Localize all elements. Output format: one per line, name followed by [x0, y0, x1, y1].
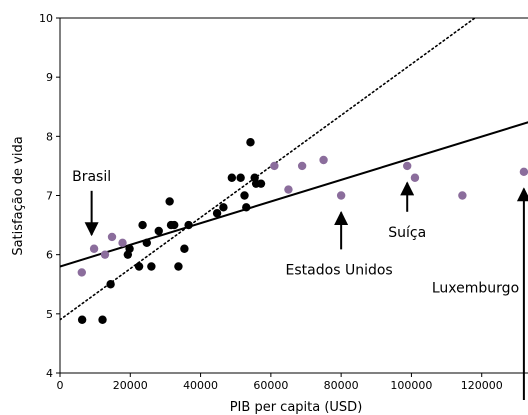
x-tick-label: 100000 [390, 379, 432, 392]
data-point-purple [77, 268, 86, 277]
x-tick-label: 120000 [461, 379, 503, 392]
trend-lines [60, 18, 528, 321]
data-point-black [98, 315, 107, 324]
data-point-black [184, 220, 193, 230]
data-point-black [180, 244, 189, 253]
data-point-black [212, 209, 222, 218]
y-tick-label: 8 [46, 130, 53, 143]
data-point-black [147, 262, 156, 271]
y-tick-label: 4 [46, 367, 53, 380]
data-point-purple [319, 155, 328, 165]
data-point-black [219, 203, 228, 212]
data-point-black [256, 179, 266, 188]
data-point-purple [458, 191, 467, 200]
data-point-black [170, 220, 179, 230]
data-point-purple [336, 191, 346, 200]
annotation-label: Estados Unidos [286, 262, 393, 278]
y-axis-label: Satisfação de vida [11, 136, 26, 255]
data-point-black [138, 220, 147, 230]
x-tick-label: 60000 [253, 379, 288, 392]
annotation-label: Brasil [72, 169, 111, 185]
y-tick-label: 9 [46, 71, 53, 84]
x-axis-label: PIB per capita (USD) [230, 400, 363, 415]
data-point-black [165, 197, 174, 206]
y-ticks: 4 5 6 7 8 9 10 [39, 12, 60, 380]
annotation-label: Luxemburgo [432, 281, 519, 297]
data-points [77, 138, 528, 324]
data-point-black [125, 244, 134, 253]
data-point-black [174, 262, 183, 271]
data-point-black [236, 173, 245, 182]
x-ticks: 0 20000 40000 60000 80000 100000 120000 [57, 373, 503, 392]
data-point-black [242, 203, 251, 212]
x-tick-label: 0 [57, 379, 64, 392]
x-tick-label: 40000 [183, 379, 218, 392]
x-tick-label: 80000 [324, 379, 359, 392]
y-tick-label: 7 [46, 190, 53, 203]
data-point-purple [107, 232, 117, 242]
annotation-label: Suíça [388, 225, 426, 241]
y-tick-label: 10 [39, 12, 53, 25]
data-point-purple [118, 238, 127, 248]
y-tick-label: 5 [46, 308, 53, 321]
data-point-black [154, 226, 163, 236]
solid-trend-line [60, 121, 528, 268]
data-point-purple [410, 173, 420, 182]
data-point-black [240, 191, 249, 200]
annotations: Brasil Estados Unidos Suíça Luxemburgo [72, 169, 528, 400]
data-point-black [134, 262, 144, 271]
data-point-black [106, 280, 115, 289]
data-point-purple [89, 244, 99, 253]
data-point-purple [519, 167, 528, 177]
data-point-purple [284, 185, 293, 194]
data-point-purple [403, 161, 412, 171]
y-tick-label: 6 [46, 249, 53, 262]
data-point-black [142, 238, 152, 248]
x-tick-label: 20000 [113, 379, 148, 392]
data-point-black [227, 173, 237, 182]
data-point-purple [100, 250, 110, 259]
data-point-purple [297, 161, 307, 171]
dotted-trend-line [60, 18, 477, 321]
data-point-black [77, 315, 87, 324]
data-point-purple [270, 161, 279, 171]
data-point-black [246, 138, 255, 147]
